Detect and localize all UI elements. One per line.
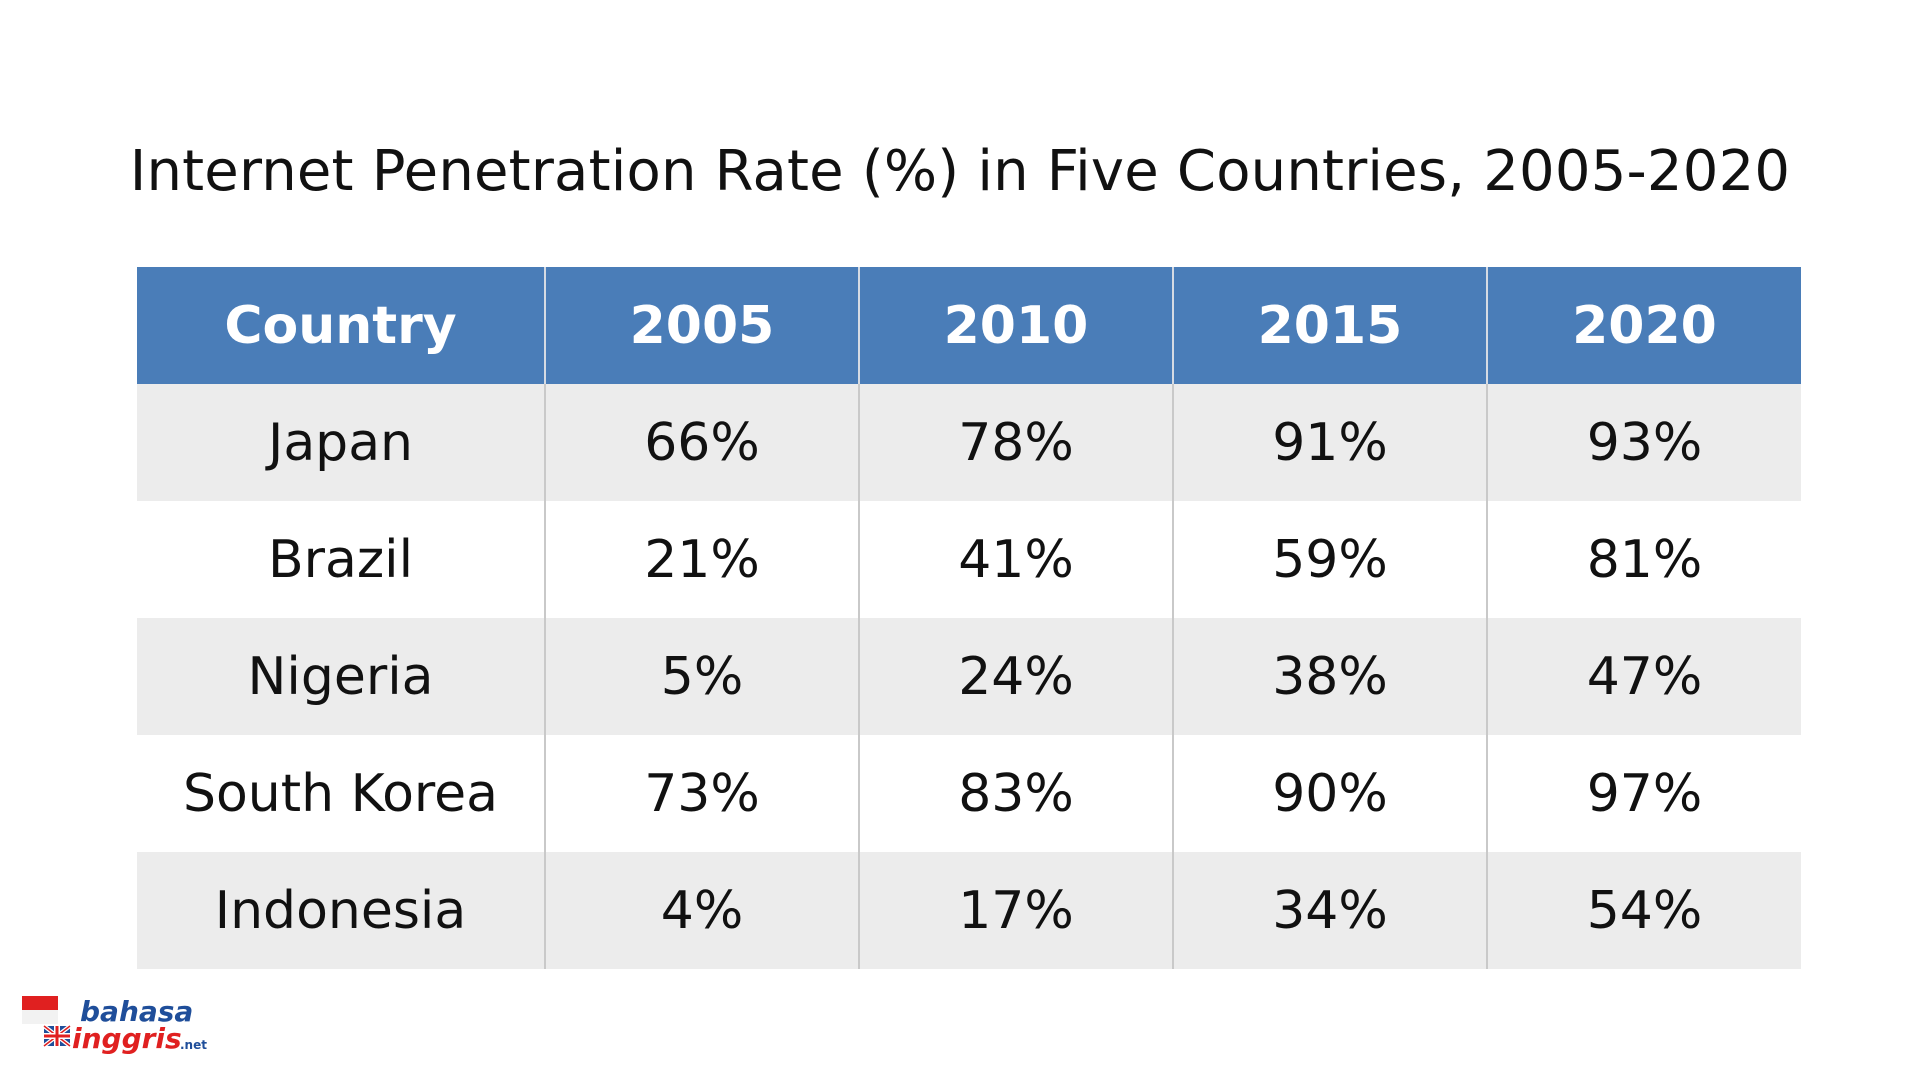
chart-title: Internet Penetration Rate (%) in Five Co…	[129, 139, 1791, 204]
value-cell: 83%	[858, 735, 1173, 852]
column-header-2015: 2015	[1172, 267, 1487, 384]
value-cell: 24%	[858, 618, 1173, 735]
table-header: Country 2005 2010 2015 2020	[137, 267, 1801, 384]
value-cell: 91%	[1172, 384, 1487, 501]
country-cell: South Korea	[137, 735, 545, 852]
value-cell: 41%	[858, 501, 1173, 618]
value-cell: 17%	[858, 852, 1173, 969]
table-header-row: Country 2005 2010 2015 2020	[137, 267, 1801, 384]
country-cell: Brazil	[137, 501, 545, 618]
value-cell: 78%	[858, 384, 1173, 501]
column-header-2020: 2020	[1486, 267, 1801, 384]
indonesia-uk-flag-icon	[22, 996, 72, 1048]
table-row: Brazil 21% 41% 59% 81%	[137, 501, 1801, 618]
value-cell: 5%	[544, 618, 859, 735]
value-cell: 54%	[1486, 852, 1801, 969]
country-cell: Japan	[137, 384, 545, 501]
column-header-2005: 2005	[544, 267, 859, 384]
table-row: South Korea 73% 83% 90% 97%	[137, 735, 1801, 852]
table-row: Japan 66% 78% 91% 93%	[137, 384, 1801, 501]
value-cell: 73%	[544, 735, 859, 852]
logo-line2: inggris	[72, 1022, 182, 1055]
value-cell: 93%	[1486, 384, 1801, 501]
value-cell: 21%	[544, 501, 859, 618]
column-header-2010: 2010	[858, 267, 1173, 384]
value-cell: 66%	[544, 384, 859, 501]
value-cell: 47%	[1486, 618, 1801, 735]
column-header-country: Country	[137, 267, 545, 384]
value-cell: 81%	[1486, 501, 1801, 618]
value-cell: 97%	[1486, 735, 1801, 852]
value-cell: 90%	[1172, 735, 1487, 852]
value-cell: 59%	[1172, 501, 1487, 618]
logo-graphic: bahasa inggris .net	[22, 995, 207, 1055]
value-cell: 34%	[1172, 852, 1487, 969]
logo-line1: bahasa	[80, 995, 193, 1028]
country-cell: Indonesia	[137, 852, 545, 969]
value-cell: 38%	[1172, 618, 1487, 735]
brand-logo: bahasa inggris .net	[22, 992, 222, 1058]
value-cell: 4%	[544, 852, 859, 969]
table-row: Indonesia 4% 17% 34% 54%	[137, 852, 1801, 969]
table-body: Japan 66% 78% 91% 93% Brazil 21% 41% 59%…	[137, 384, 1801, 969]
data-table: Country 2005 2010 2015 2020 Japan 66% 78…	[137, 267, 1801, 969]
country-cell: Nigeria	[137, 618, 545, 735]
table-row: Nigeria 5% 24% 38% 47%	[137, 618, 1801, 735]
data-table-container: Country 2005 2010 2015 2020 Japan 66% 78…	[137, 267, 1801, 969]
logo-suffix: .net	[180, 1038, 207, 1052]
